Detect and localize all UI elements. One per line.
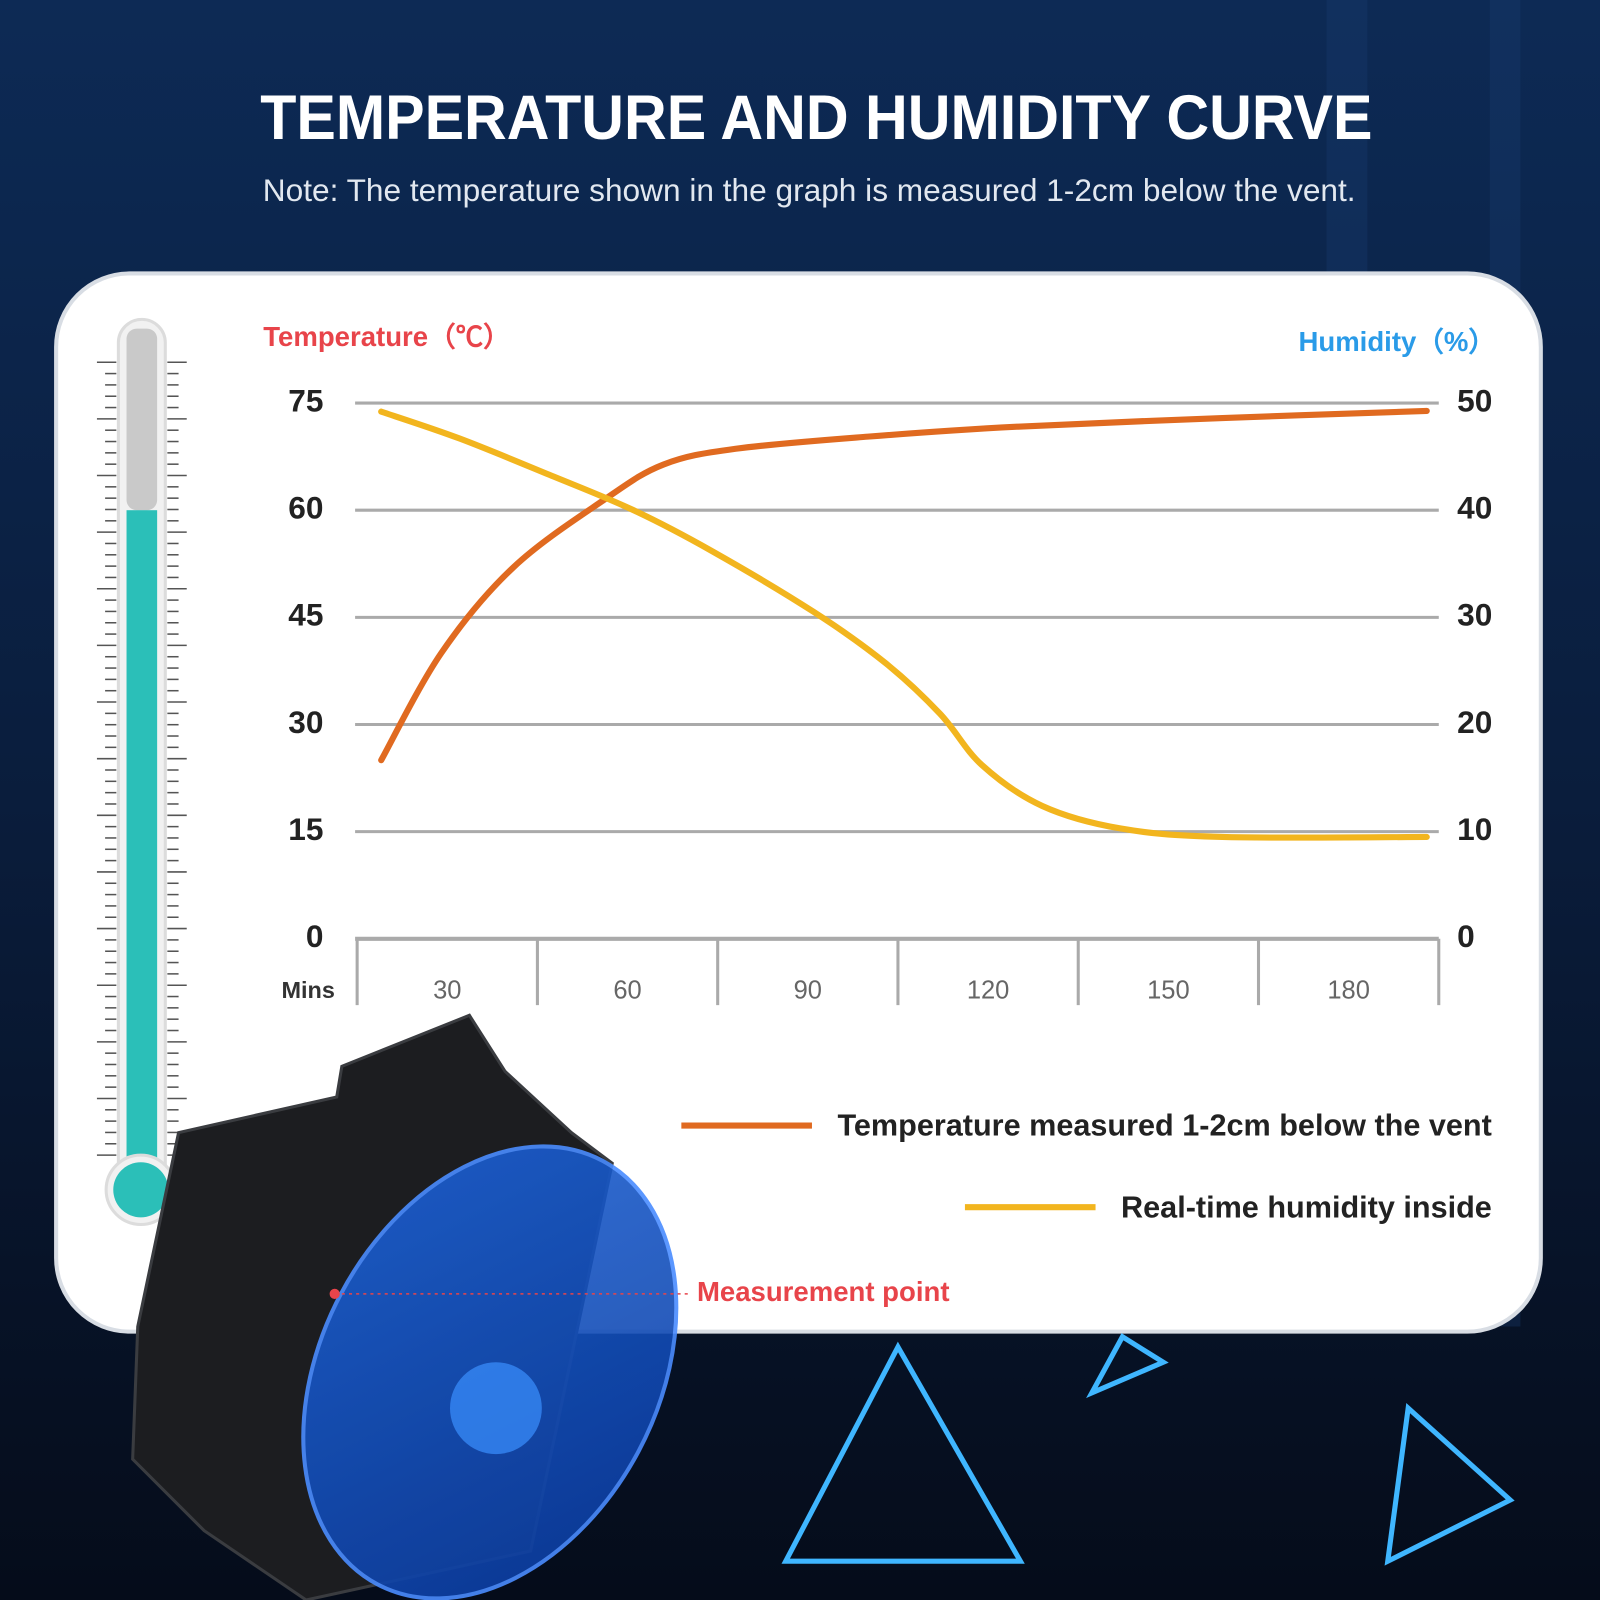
annotation-point: [329, 1288, 340, 1299]
legend-label: Real-time humidity inside: [1121, 1190, 1492, 1224]
y-tick-label: 45: [288, 597, 323, 633]
y2-tick-label: 10: [1457, 811, 1492, 847]
x-axis-title: Mins: [281, 977, 334, 1003]
thermometer: [96, 317, 187, 1227]
x-tick-label: 30: [433, 977, 461, 1005]
product: [131, 1013, 679, 1600]
x-tick-label: 60: [613, 977, 641, 1005]
y2-tick-label: 40: [1457, 490, 1492, 526]
thermometer-empty: [126, 328, 158, 511]
legend-label: Temperature measured 1-2cm below the ven…: [837, 1109, 1491, 1143]
line-series: [378, 407, 1430, 764]
glow-triangle: [1384, 1403, 1515, 1566]
x-tick-label: 180: [1327, 977, 1370, 1005]
subtitle: Note: The temperature shown in the graph…: [263, 172, 1356, 208]
y-tick-label: 30: [288, 704, 323, 740]
y-tick-label: 15: [288, 811, 323, 847]
y2-tick-label: 50: [1457, 382, 1492, 418]
annotation: Measurement point: [697, 1276, 950, 1307]
glow-triangle: [1086, 1333, 1169, 1399]
thermometer-bulb-fill: [113, 1162, 169, 1218]
y-tick-label: 0: [306, 918, 324, 954]
decoration: [781, 1333, 1515, 1566]
line-series: [378, 408, 1430, 841]
y2-axis-title: Humidity（%）: [1298, 326, 1495, 357]
x-tick-label: 90: [794, 977, 822, 1005]
y-tick-label: 75: [288, 382, 323, 418]
y-axis-title: Temperature（℃）: [263, 321, 510, 352]
x-tick-label: 150: [1147, 977, 1190, 1005]
product-hub: [450, 1362, 542, 1455]
glow-triangle: [781, 1341, 1025, 1564]
y2-tick-label: 30: [1457, 597, 1492, 633]
thermometer-fill: [126, 510, 158, 1184]
x-tick-label: 120: [967, 977, 1010, 1005]
y2-tick-label: 0: [1457, 918, 1475, 954]
y2-tick-label: 20: [1457, 704, 1492, 740]
y-tick-label: 60: [288, 490, 323, 526]
title: TEMPERATURE AND HUMIDITY CURVE: [260, 83, 1372, 153]
